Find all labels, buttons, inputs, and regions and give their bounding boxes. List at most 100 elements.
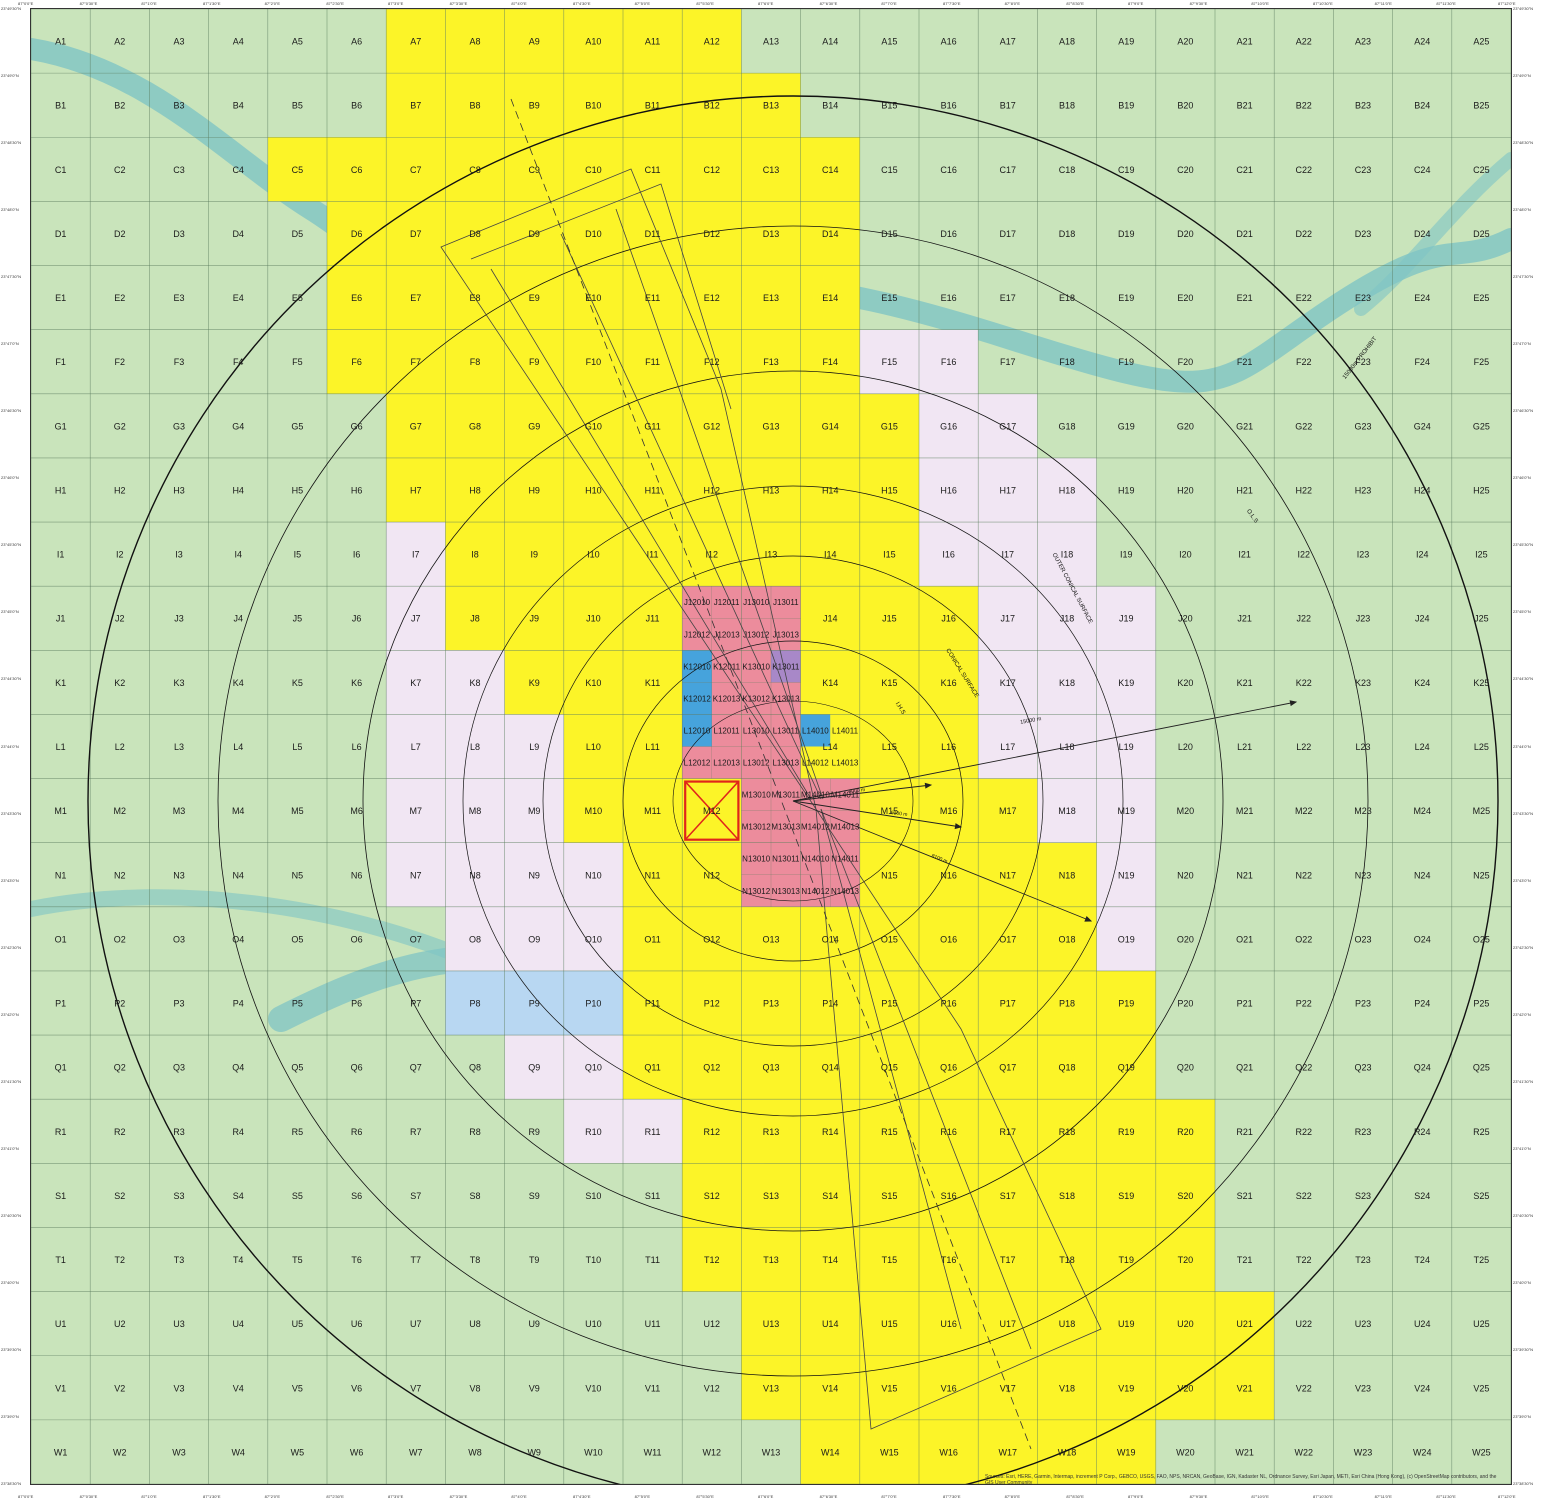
label-6100m: 6100 m [890,810,907,818]
yellow-zone-r14 [800,1099,860,1164]
cell-label-n22: N22 [1296,870,1313,880]
cell-label-u8: U8 [469,1319,481,1329]
cell-label-u24: U24 [1414,1319,1431,1329]
subcell-label-l14013: L14013 [832,759,859,768]
cell-label-r1: R1 [55,1127,67,1137]
cell-label-t21: T21 [1237,1255,1253,1265]
cell-label-v7: V7 [410,1383,421,1393]
right-coordinate-label: 23°39'0"N [1513,1413,1531,1419]
left-coordinate-label: 23°47'30"N [1,274,22,280]
yellow-zone-u13 [741,1291,801,1356]
ihs-ring [462,485,1124,1117]
bottom-coordinate-label: 87°0'30"E [79,1494,98,1499]
yellow-zone-v18 [1037,1355,1097,1420]
cell-label-w21: W21 [1235,1447,1254,1457]
cell-label-h16: H16 [940,485,957,495]
cell-label-b2: B2 [114,101,125,111]
arrow-15000m [792,701,1297,802]
cell-label-n17: N17 [1000,870,1017,880]
cell-label-v20: V20 [1177,1383,1193,1393]
yellow-zone-c10 [563,137,623,202]
yellow-zone-c7 [386,137,446,202]
cell-label-n21: N21 [1236,870,1253,880]
right-coordinate-label: 23°47'30"N [1513,274,1534,280]
cell-label-j11: J11 [646,614,660,624]
cell-label-h17: H17 [1000,485,1017,495]
cell-label-m6: M6 [350,806,363,816]
cell-label-h8: H8 [469,485,481,495]
yellow-zone-q15 [859,1035,919,1100]
cell-label-p8: P8 [469,999,480,1009]
cell-label-j16: J16 [941,614,956,624]
subcell-label-j12010: J12010 [684,598,711,607]
cell-label-p15: P15 [881,999,897,1009]
cell-label-k19: K19 [1118,678,1134,688]
cell-label-n5: N5 [292,870,304,880]
cell-label-g20: G20 [1177,421,1194,431]
yellow-zone-g10 [563,393,623,458]
cell-label-i4: I4 [234,550,242,560]
cell-label-m5: M5 [291,806,304,816]
cell-label-g22: G22 [1295,421,1312,431]
subcell-label-l13011: L13011 [773,726,800,735]
cell-label-r16: R16 [940,1127,957,1137]
cell-label-m8: M8 [469,806,482,816]
cell-label-a24: A24 [1414,37,1430,47]
cell-label-i17: I17 [1002,550,1015,560]
right-coordinate-label: 23°42'0"N [1513,1011,1531,1017]
cell-label-a16: A16 [941,37,957,47]
yellow-zone-v15 [859,1355,919,1420]
cell-label-o3: O3 [173,934,185,944]
left-coordinate-label: 23°39'30"N [1,1346,22,1352]
cell-label-m2: M2 [114,806,127,816]
cell-label-h18: H18 [1059,485,1076,495]
cell-label-r12: R12 [704,1127,721,1137]
cell-label-s24: S24 [1414,1191,1430,1201]
top-coordinate-label: 87°9'30"E [1189,1,1208,6]
cell-label-t5: T5 [292,1255,303,1265]
cell-label-v1: V1 [55,1383,66,1393]
yellow-zone-h11 [623,457,683,523]
top-coordinate-label: 87°2'0"E [264,1,281,6]
blue-subcell-k12012 [682,682,712,715]
cell-label-j17: J17 [1001,614,1016,624]
cell-label-l16: L16 [941,742,956,752]
cell-label-r23: R23 [1355,1127,1372,1137]
cell-label-o18: O18 [1058,934,1075,944]
yellow-zone-d14 [800,201,860,266]
approach-funnel-se [815,808,1102,1430]
cell-label-l10: L10 [586,742,601,752]
cell-label-s2: S2 [114,1191,125,1201]
yellow-zone-f13 [741,329,801,394]
bottom-coordinate-label: 87°1'30"E [203,1494,221,1499]
cell-label-l1: L1 [56,742,66,752]
yellow-zone-i13 [741,522,801,587]
cell-label-s18: S18 [1059,1191,1075,1201]
right-coordinate-label: 23°46'30"N [1513,408,1534,414]
conical-ring [362,370,1224,1232]
cell-label-c6: C6 [351,165,363,175]
cell-label-f4: F4 [233,357,244,367]
cell-label-m23: M23 [1354,806,1372,816]
light-blue-zone-p9 [504,970,564,1036]
map-frame[interactable]: 15000m PROHIBIT OUTER CONICAL SURFACE CONI… [30,8,1512,1485]
cell-label-o22: O22 [1295,934,1312,944]
bottom-coordinate-label: 87°11'0"E [1374,1494,1392,1499]
cell-label-p22: P22 [1296,999,1312,1009]
yellow-zone-n16 [919,842,979,907]
cell-label-g18: G18 [1058,421,1075,431]
cell-label-m1: M1 [54,806,67,816]
cell-label-e15: E15 [881,293,897,303]
cell-label-b1: B1 [55,101,66,111]
yellow-zone-f14 [800,329,860,394]
cell-label-f2: F2 [115,357,126,367]
cell-label-v22: V22 [1296,1383,1312,1393]
yellow-zone-k14 [800,650,860,715]
bottom-coordinate-label: 87°11'30"E [1436,1494,1456,1499]
yellow-zone-j15 [859,586,919,651]
cell-label-w23: W23 [1354,1447,1373,1457]
cell-label-g25: G25 [1473,421,1490,431]
cell-label-a5: A5 [292,37,303,47]
bottom-coordinate-label: 87°5'0"E [634,1494,651,1499]
